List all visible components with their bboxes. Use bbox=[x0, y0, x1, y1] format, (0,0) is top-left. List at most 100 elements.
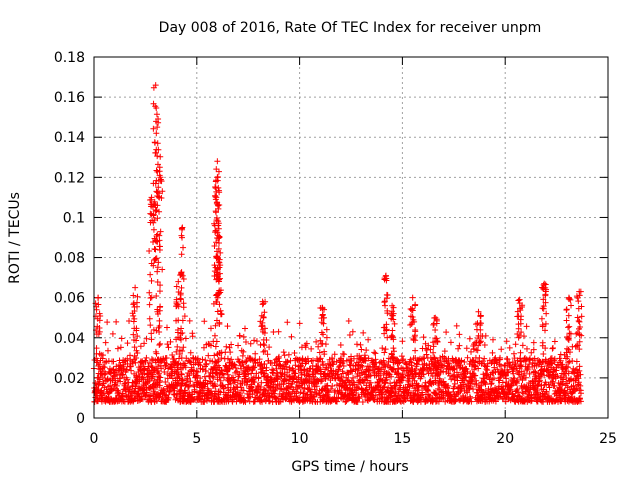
data-point bbox=[512, 341, 519, 348]
data-point bbox=[235, 358, 242, 365]
data-point bbox=[296, 320, 303, 327]
data-point bbox=[286, 366, 293, 373]
data-point bbox=[201, 318, 208, 325]
data-point bbox=[473, 321, 480, 328]
data-point bbox=[101, 359, 108, 366]
data-point bbox=[481, 355, 488, 362]
data-point bbox=[153, 130, 160, 137]
data-point bbox=[133, 337, 140, 344]
data-point bbox=[256, 384, 263, 391]
data-point bbox=[317, 355, 324, 362]
data-point bbox=[210, 300, 217, 307]
data-point bbox=[389, 354, 396, 361]
y-tick-label: 0.16 bbox=[54, 90, 85, 106]
data-point bbox=[382, 379, 389, 386]
data-point bbox=[137, 343, 144, 350]
data-point bbox=[273, 365, 280, 372]
data-point bbox=[131, 344, 138, 351]
data-point bbox=[155, 184, 162, 191]
data-point bbox=[325, 389, 332, 396]
data-point bbox=[139, 396, 146, 403]
chart-title: Day 008 of 2016, Rate Of TEC Index for r… bbox=[159, 20, 542, 36]
data-point bbox=[173, 317, 180, 324]
data-point bbox=[472, 339, 479, 346]
data-point bbox=[272, 395, 279, 402]
data-point bbox=[223, 343, 230, 350]
data-point bbox=[175, 289, 182, 296]
data-point bbox=[549, 344, 556, 351]
data-point bbox=[156, 288, 163, 295]
data-point bbox=[170, 391, 177, 398]
data-point bbox=[523, 323, 530, 330]
data-point bbox=[378, 389, 385, 396]
data-point bbox=[146, 248, 153, 255]
data-point bbox=[524, 365, 531, 372]
data-point bbox=[152, 208, 159, 215]
data-point bbox=[499, 396, 506, 403]
data-point bbox=[232, 364, 239, 371]
data-point bbox=[167, 338, 174, 345]
data-point bbox=[216, 364, 223, 371]
data-point bbox=[157, 374, 164, 381]
data-point bbox=[468, 348, 475, 355]
data-point bbox=[541, 365, 548, 372]
data-point bbox=[387, 393, 394, 400]
data-point bbox=[301, 385, 308, 392]
data-point bbox=[219, 370, 226, 377]
data-point bbox=[241, 325, 248, 332]
data-point bbox=[242, 398, 249, 405]
data-point bbox=[180, 275, 187, 282]
data-point bbox=[503, 338, 510, 345]
y-tick-label: 0.18 bbox=[54, 50, 85, 66]
data-point bbox=[180, 244, 187, 251]
data-point bbox=[173, 283, 180, 290]
data-point bbox=[475, 365, 482, 372]
data-point bbox=[531, 368, 538, 375]
data-point bbox=[133, 355, 140, 362]
data-point bbox=[515, 297, 522, 304]
data-point bbox=[107, 382, 114, 389]
data-point bbox=[464, 368, 471, 375]
data-point bbox=[513, 380, 520, 387]
data-point bbox=[270, 367, 277, 374]
data-point bbox=[212, 343, 219, 350]
data-point bbox=[356, 395, 363, 402]
data-point bbox=[182, 364, 189, 371]
data-point bbox=[340, 363, 347, 370]
data-point bbox=[354, 370, 361, 377]
data-point bbox=[248, 370, 255, 377]
data-point bbox=[215, 245, 222, 252]
data-point bbox=[432, 379, 439, 386]
data-point bbox=[213, 166, 220, 173]
data-point bbox=[224, 371, 231, 378]
data-point bbox=[467, 395, 474, 402]
data-point bbox=[511, 375, 518, 382]
data-point bbox=[554, 372, 561, 379]
data-point bbox=[212, 185, 219, 192]
data-point bbox=[181, 360, 188, 367]
data-point bbox=[228, 341, 235, 348]
plot-frame bbox=[93, 56, 609, 419]
data-point bbox=[108, 386, 115, 393]
data-point bbox=[252, 350, 259, 357]
data-point bbox=[211, 220, 218, 227]
data-point bbox=[498, 346, 505, 353]
data-point bbox=[113, 382, 120, 389]
data-point bbox=[542, 327, 549, 334]
data-point bbox=[349, 328, 356, 335]
data-point bbox=[266, 344, 273, 351]
data-point bbox=[316, 349, 323, 356]
data-point bbox=[546, 384, 553, 391]
data-point bbox=[473, 326, 480, 333]
data-point bbox=[217, 249, 224, 256]
data-point bbox=[451, 383, 458, 390]
data-point bbox=[496, 361, 503, 368]
data-point bbox=[305, 370, 312, 377]
data-point bbox=[567, 330, 574, 337]
data-point bbox=[437, 357, 444, 364]
data-point bbox=[153, 146, 160, 153]
data-point bbox=[372, 350, 379, 357]
data-point bbox=[313, 338, 320, 345]
data-point bbox=[549, 345, 556, 352]
data-point bbox=[539, 284, 546, 291]
